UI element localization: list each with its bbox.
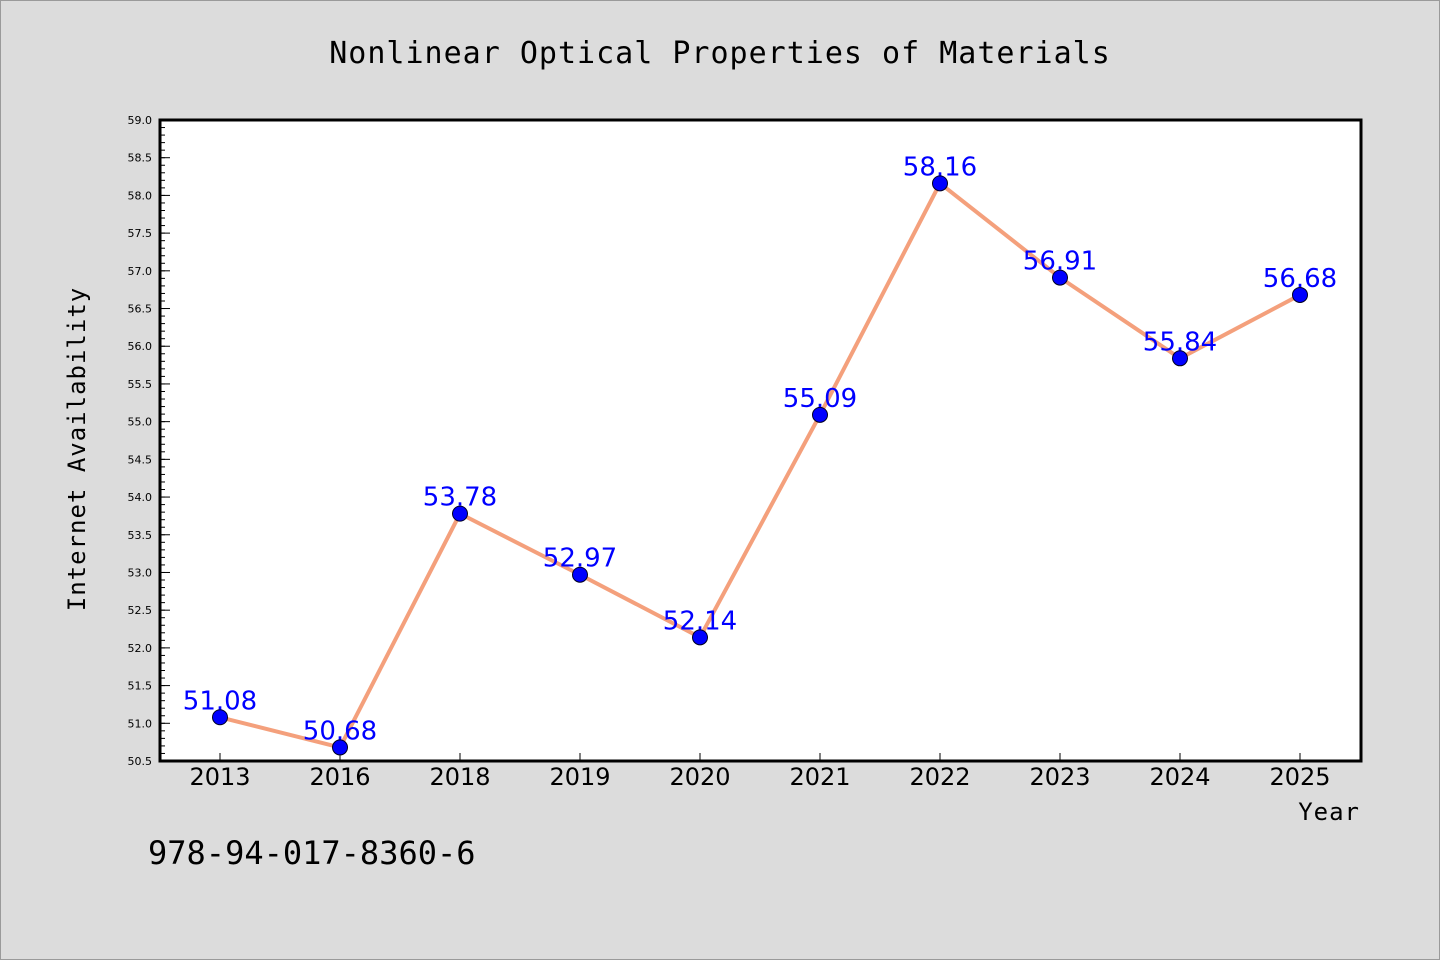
- data-label: 55.84: [1143, 327, 1217, 357]
- data-point-marker: [1052, 269, 1068, 286]
- y-tick-label: 53.5: [128, 529, 153, 542]
- x-tick-label: 2018: [429, 763, 490, 791]
- data-label: 52.14: [663, 606, 737, 636]
- y-tick-label: 51.5: [128, 680, 153, 693]
- x-axis-label: Year: [1298, 798, 1360, 826]
- y-tick-label: 56.0: [128, 340, 153, 353]
- x-tick-label: 2021: [789, 763, 850, 791]
- y-tick-label: 52.5: [128, 604, 153, 617]
- data-point-marker: [1292, 286, 1308, 303]
- x-tick-label: 2024: [1149, 763, 1210, 791]
- y-tick-label: 50.5: [128, 755, 153, 768]
- data-label: 52.97: [543, 544, 617, 574]
- series-polyline: [219, 181, 1301, 750]
- data-label: 58.16: [903, 152, 977, 182]
- y-tick-label: 58.5: [128, 152, 153, 165]
- x-tick-label: 2022: [909, 763, 970, 791]
- data-point-marker: [212, 709, 228, 726]
- y-tick-label: 51.0: [128, 717, 153, 730]
- data-label: 50.68: [303, 716, 377, 746]
- data-label: 55.09: [783, 384, 857, 414]
- data-point-marker: [932, 175, 948, 192]
- data-label: 53.78: [423, 483, 497, 513]
- y-tick-label: 56.5: [128, 303, 153, 316]
- data-point-marker: [812, 406, 828, 423]
- x-tick-label: 2025: [1269, 763, 1330, 791]
- data-point-marker: [332, 739, 348, 756]
- x-tick-label: 2023: [1029, 763, 1090, 791]
- x-axis: 2013 2016 2018 2019 2020 2021 2022 2023 2024 2025: [189, 753, 1331, 791]
- y-tick-label: 54.5: [128, 453, 153, 466]
- data-label: 56.68: [1263, 264, 1337, 294]
- data-labels: 51.08 50.68 53.78 52.97 52.14 55.09 58.16 56.91…: [183, 152, 1337, 746]
- y-tick-label: 59.0: [128, 114, 153, 127]
- y-axis-label: Internet Availability: [63, 287, 91, 611]
- y-axis: 50.5 51.0 51.5 52.0 52.5 53.0 53.5 54.0 54.5 55.0…: [128, 114, 170, 768]
- y-tick-label: 53.0: [128, 566, 153, 579]
- y-tick-label: 55.5: [128, 378, 153, 391]
- chart-title: Nonlinear Optical Properties of Material…: [329, 36, 1111, 71]
- y-tick-label: 54.0: [128, 491, 153, 504]
- isbn-annotation: 978-94-017-8360-6: [148, 834, 476, 872]
- data-label: 51.08: [183, 686, 257, 716]
- series-markers: [212, 175, 1308, 756]
- data-point-marker: [1172, 350, 1188, 367]
- data-point-marker: [572, 566, 588, 583]
- y-tick-label: 57.5: [128, 227, 153, 240]
- x-tick-label: 2013: [189, 763, 250, 791]
- y-tick-label: 58.0: [128, 189, 153, 202]
- x-tick-label: 2019: [549, 763, 610, 791]
- series-line: [219, 181, 1301, 750]
- data-label: 56.91: [1023, 247, 1097, 277]
- x-tick-label: 2016: [309, 763, 370, 791]
- plot-area: [158, 118, 1363, 763]
- data-point-marker: [452, 505, 468, 522]
- y-tick-label: 52.0: [128, 642, 153, 655]
- y-tick-label: 57.0: [128, 265, 153, 278]
- x-tick-label: 2020: [669, 763, 730, 791]
- y-tick-label: 55.0: [128, 416, 153, 429]
- data-point-marker: [692, 629, 708, 646]
